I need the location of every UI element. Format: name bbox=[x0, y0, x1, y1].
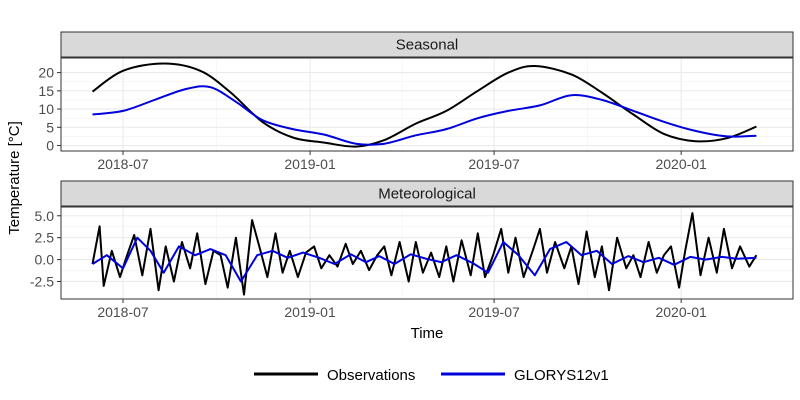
x-tick-label: 2018-07 bbox=[97, 304, 149, 320]
series-line-observations bbox=[91, 62, 757, 148]
x-tick-label: 2019-07 bbox=[468, 156, 520, 172]
strip-seasonal bbox=[60, 31, 794, 58]
facet-meteorological: Meteorological -2.5 0.0 2.5 5.0 2018-07 2019… bbox=[30, 180, 794, 320]
legend: Observations GLORYS12v1 bbox=[254, 367, 609, 384]
y-tick-label: -2.5 bbox=[30, 273, 54, 289]
panel-border-seasonal bbox=[60, 57, 794, 152]
y-tick-label: 2.5 bbox=[35, 230, 55, 246]
x-tick-label: 2020-01 bbox=[655, 304, 707, 320]
x-tick-label: 2020-01 bbox=[655, 156, 707, 172]
x-ticks-meteorological: 2018-07 2019-01 2019-07 2020-01 bbox=[97, 299, 707, 320]
x-axis-title: Time bbox=[411, 325, 444, 342]
x-tick-label: 2019-07 bbox=[468, 304, 520, 320]
x-tick-label: 2018-07 bbox=[97, 156, 149, 172]
series-line-glorys12v1 bbox=[92, 85, 757, 146]
panel-border-meteorological bbox=[60, 206, 794, 300]
y-tick-label: 0 bbox=[46, 138, 54, 154]
x-tick-label: 2019-01 bbox=[284, 156, 336, 172]
strip-title-meteorological: Meteorological bbox=[378, 186, 476, 203]
y-tick-label: 5 bbox=[46, 119, 54, 135]
panel-bg-meteorological bbox=[61, 207, 793, 299]
legend-label-observations: Observations bbox=[327, 367, 415, 384]
y-tick-label: 10 bbox=[38, 101, 54, 117]
y-tick-label: 5.0 bbox=[35, 208, 55, 224]
y-ticks-meteorological: -2.5 0.0 2.5 5.0 bbox=[30, 208, 61, 289]
strip-meteorological bbox=[60, 180, 794, 207]
strip-title-seasonal: Seasonal bbox=[396, 37, 459, 54]
y-ticks-seasonal: 0 5 10 15 20 bbox=[38, 65, 61, 154]
series-group-meteorological bbox=[91, 212, 758, 296]
y-tick-label: 15 bbox=[38, 83, 54, 99]
series-line-observations bbox=[91, 212, 758, 296]
series-line-glorys12v1 bbox=[91, 236, 757, 283]
x-tick-label: 2019-01 bbox=[284, 304, 336, 320]
y-tick-label: 0.0 bbox=[35, 252, 55, 268]
x-ticks-seasonal: 2018-07 2019-01 2019-07 2020-01 bbox=[97, 151, 707, 172]
y-tick-label: 20 bbox=[38, 65, 54, 81]
panel-bg-seasonal bbox=[61, 58, 793, 151]
legend-label-glorys12v1: GLORYS12v1 bbox=[514, 367, 609, 384]
series-group-seasonal bbox=[91, 62, 757, 148]
y-axis-title: Temperature [°C] bbox=[6, 121, 23, 235]
